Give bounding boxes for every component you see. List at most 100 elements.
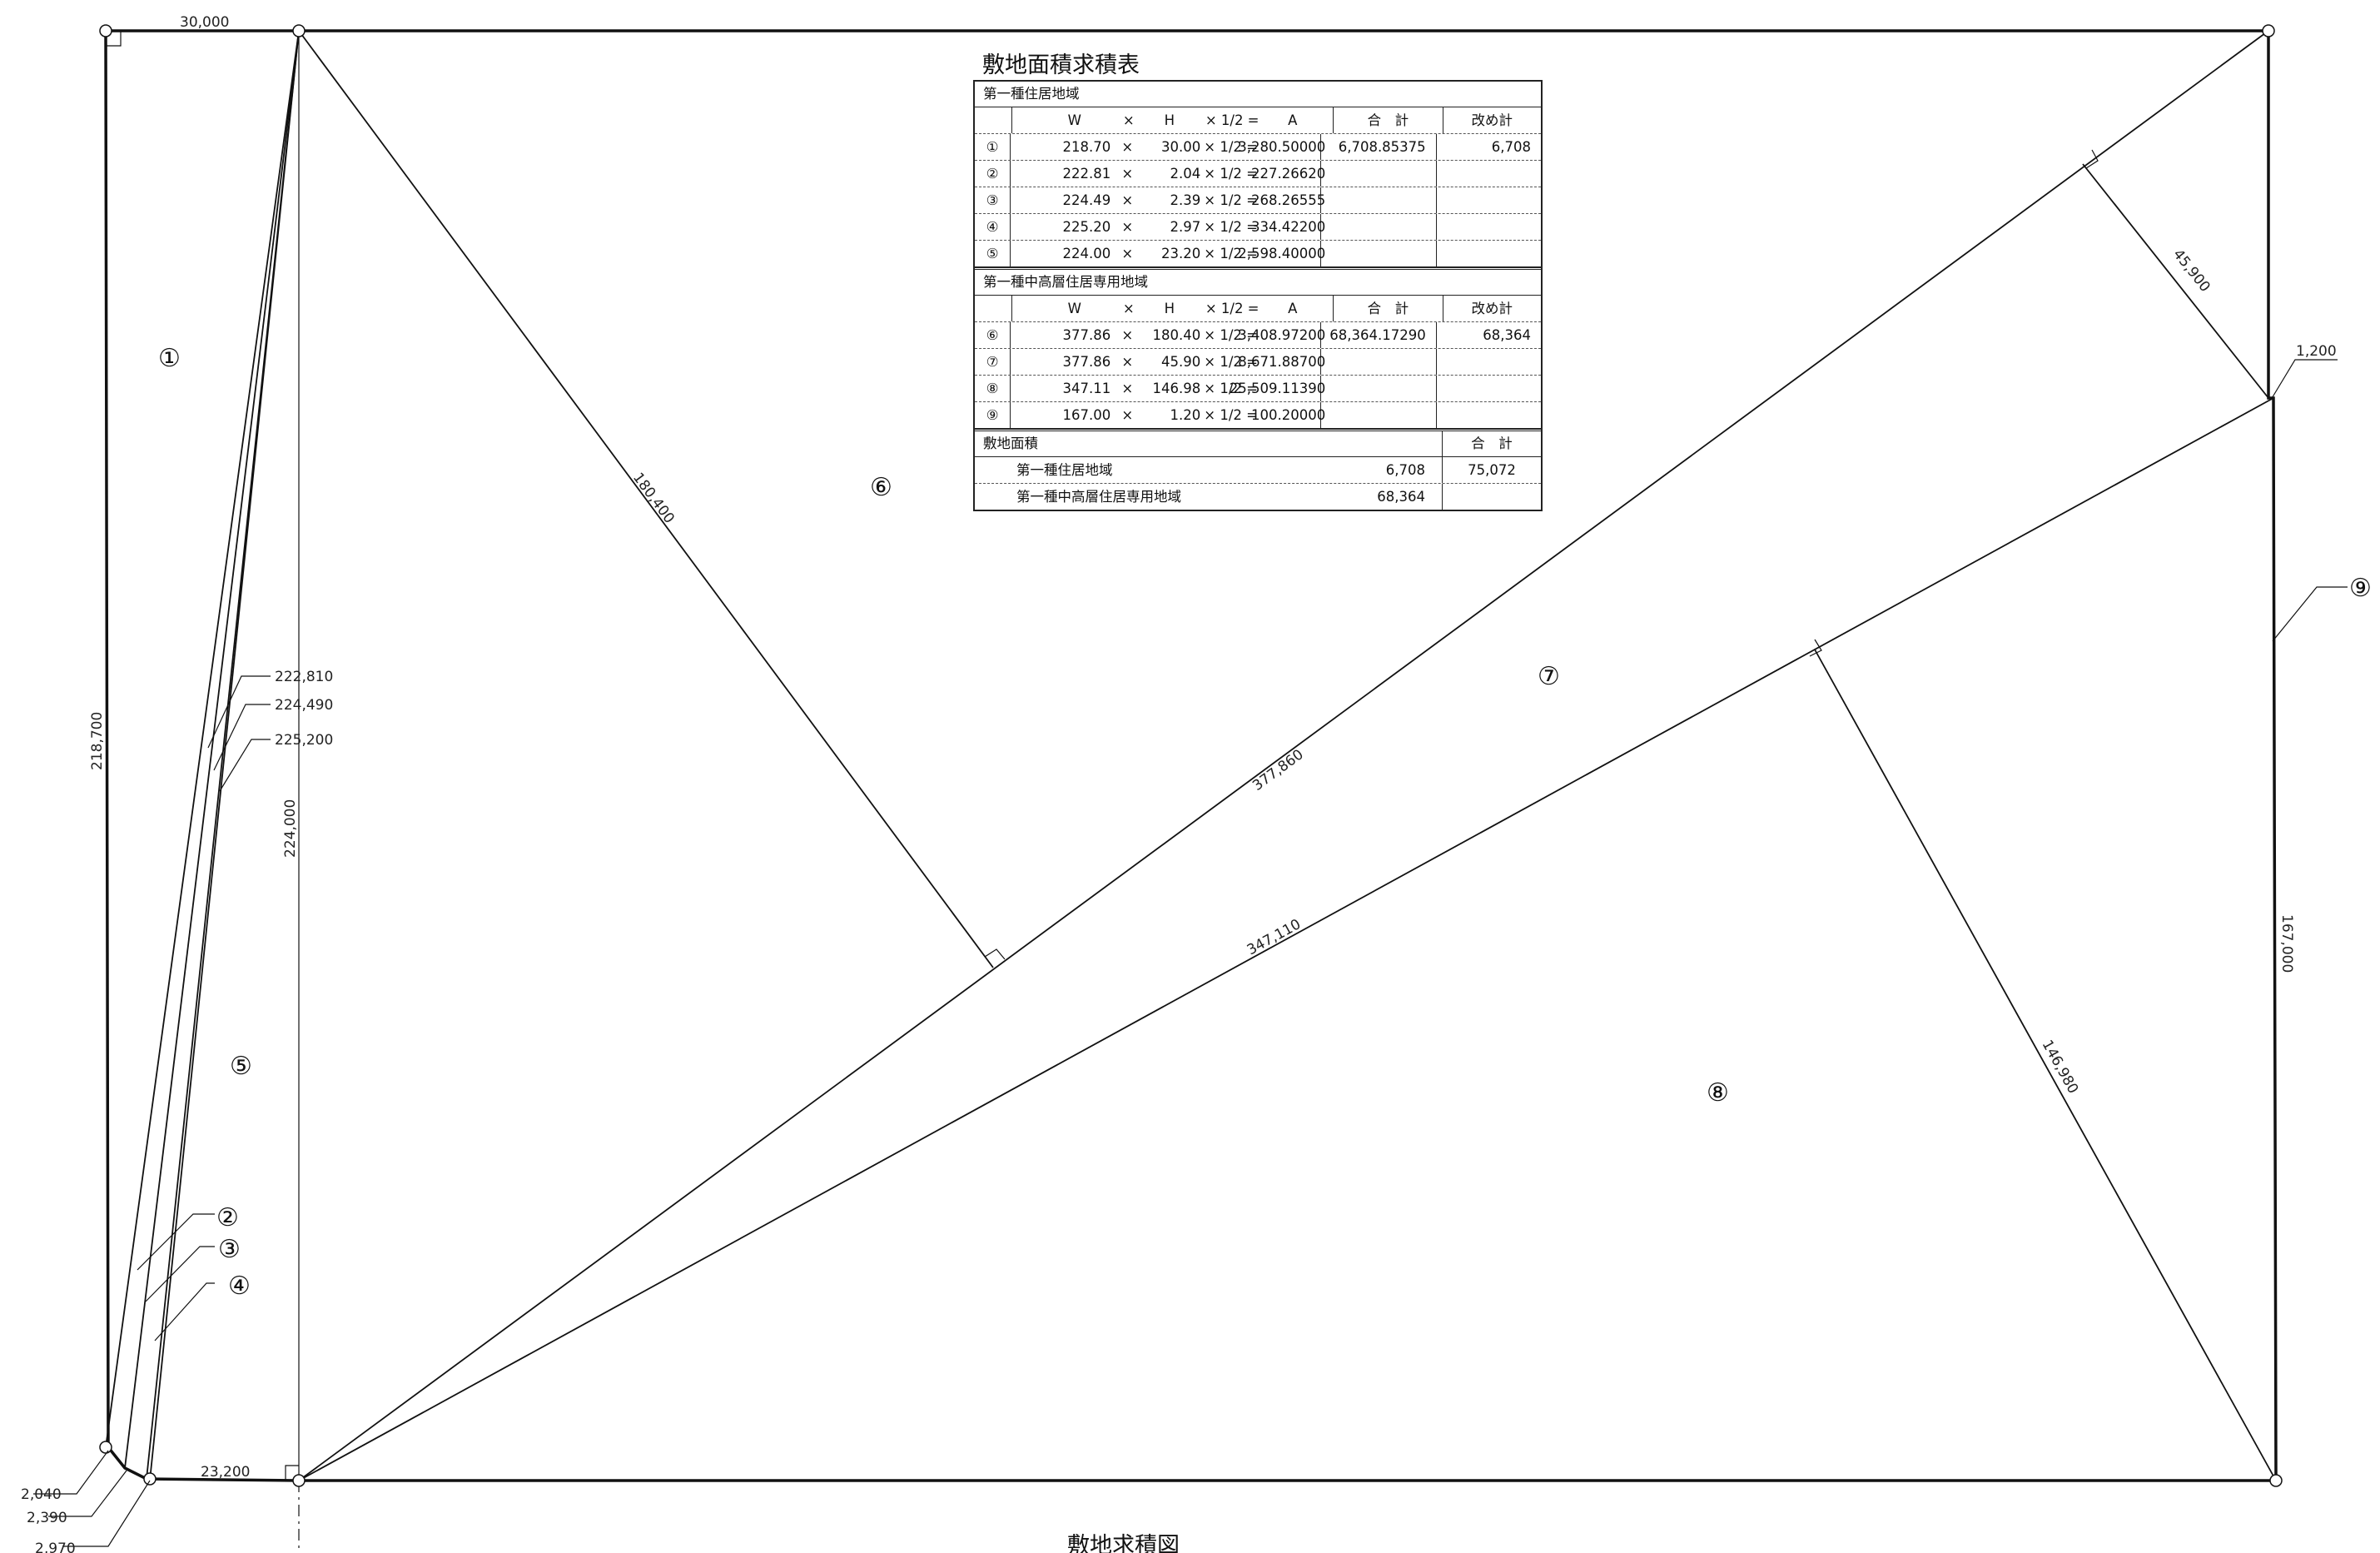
row-half: × 1/2 =: [1204, 381, 1258, 396]
empty-cell: [1321, 161, 1437, 187]
row-half: × 1/2 =: [1204, 354, 1258, 370]
zone2-name: 第一種中高層住居専用地域: [975, 267, 1541, 296]
row-number: ⑤: [975, 241, 1011, 266]
empty-cell: [1321, 402, 1437, 428]
row-area: 25,509.11390: [1229, 381, 1326, 396]
table-row: ③ 224.49 × 2.39 × 1/2 = 268.26555: [975, 187, 1541, 214]
vertex-marker: [99, 24, 112, 37]
empty-cell: [1437, 161, 1541, 187]
row-h: 2.39: [1170, 192, 1201, 208]
region-label-6: ⑥: [870, 473, 892, 502]
table-row: ⑨ 167.00 × 1.20 × 1/2 = 100.20000: [975, 402, 1541, 429]
row-times: ×: [1121, 166, 1134, 182]
header-a: A: [1288, 112, 1298, 128]
fan-line-b: [124, 30, 300, 1469]
site-header-row: 敷地面積 合 計: [975, 429, 1541, 457]
zone-revised: 68,364: [1483, 327, 1531, 343]
row-h: 45.90: [1161, 354, 1201, 370]
dim-diag-7: 377,860: [1250, 746, 1307, 794]
table-row: ④ 225.20 × 2.97 × 1/2 = 334.42200: [975, 214, 1541, 241]
region-label-7: ⑦: [1538, 662, 1560, 691]
dim-lead-224: 224,490: [275, 697, 333, 714]
header-revised: 改め計: [1471, 301, 1513, 316]
leader-line: [154, 1282, 215, 1341]
vertex-marker: [292, 1474, 306, 1487]
row-h: 1.20: [1170, 407, 1201, 423]
fan-line-d: [149, 30, 300, 1481]
site-row-zone1: 第一種住居地域 6,708 75,072: [975, 457, 1541, 484]
empty-cell: [1321, 241, 1437, 266]
row-w: 167.00: [1062, 407, 1111, 423]
row-half: × 1/2 =: [1204, 166, 1258, 182]
header-w: W: [1067, 112, 1081, 128]
region-label-2: ②: [216, 1203, 239, 1232]
vertex-marker: [2269, 1474, 2283, 1487]
row-times: ×: [1121, 354, 1134, 370]
header-h: H: [1164, 301, 1175, 316]
table-row: ⑧ 347.11 × 146.98 × 1/2 = 25,509.11390: [975, 376, 1541, 402]
diag-line-8: [298, 397, 2274, 1481]
dim-right-small: 1,200: [2296, 343, 2337, 360]
dim-lead-2970: 2,970: [35, 1541, 76, 1553]
header-a: A: [1288, 301, 1298, 316]
dim-lead-2390: 2,390: [27, 1510, 67, 1526]
vertex-marker: [2262, 24, 2275, 37]
row-number: ②: [975, 161, 1011, 187]
dim-diag-8: 347,110: [1245, 916, 1304, 958]
row-w: 377.86: [1062, 327, 1111, 343]
perp-line-7: [2082, 163, 2269, 399]
row-number: ③: [975, 187, 1011, 213]
header-x: ×: [1122, 112, 1135, 128]
area-calculation-table: 第一種住居地域 W × H × 1/2 = A 合 計 改め計 ① 218.70 ×…: [973, 80, 1543, 511]
header-w: W: [1067, 301, 1081, 316]
leader-line: [2272, 586, 2348, 642]
region-label-3: ③: [218, 1235, 241, 1264]
leader-line: [137, 1213, 215, 1271]
leader-line: [2270, 359, 2338, 401]
row-w: 222.81: [1062, 166, 1111, 182]
dim-diag-6: 180,400: [629, 470, 678, 526]
empty-cell: [1321, 349, 1437, 375]
row-times: ×: [1121, 407, 1134, 423]
dim-lead-222: 222,810: [275, 669, 333, 685]
header-total: 合 計: [1334, 107, 1443, 133]
row-w: 218.70: [1062, 139, 1111, 155]
row-area: 100.20000: [1251, 407, 1326, 423]
site-name: 敷地面積: [975, 431, 1443, 456]
table-header-row: W × H × 1/2 = A 合 計 改め計: [975, 107, 1541, 134]
leader-line: [145, 1246, 215, 1302]
zone1-name: 第一種住居地域: [975, 82, 1541, 107]
drawing-caption: 敷地求積図: [1067, 1533, 1180, 1553]
dim-left: 218,700: [89, 712, 106, 770]
row-w: 347.11: [1062, 381, 1111, 396]
table-row: ① 218.70 × 30.00 × 1/2 = 3,280.50000 6,708.853…: [975, 134, 1541, 161]
leader-line: [219, 739, 271, 792]
row-area: 3,408.97200: [1238, 327, 1326, 343]
row-area: 3,280.50000: [1238, 139, 1326, 155]
zone-total: 6,708.85375: [1321, 134, 1437, 160]
row-h: 2.97: [1170, 219, 1201, 235]
table-row: ⑥ 377.86 × 180.40 × 1/2 = 3,408.97200 68,364.1…: [975, 322, 1541, 349]
row-area: 334.42200: [1251, 219, 1326, 235]
row-w: 377.86: [1062, 354, 1111, 370]
row-w: 225.20: [1062, 219, 1111, 235]
leader-line: [33, 1450, 109, 1495]
zone-total: 68,364.17290: [1321, 322, 1437, 348]
row-w: 224.49: [1062, 192, 1111, 208]
right-angle-mark: [984, 948, 1006, 960]
empty-cell: [1437, 241, 1541, 266]
right-angle-mark: [1809, 639, 1822, 657]
row-number: ⑧: [975, 376, 1011, 401]
leader-line: [48, 1470, 127, 1517]
row-h: 180.40: [1152, 327, 1201, 343]
row-h: 146.98: [1152, 381, 1201, 396]
dim-bottom-left: 23,200: [201, 1464, 250, 1481]
dim-lead-2040: 2,040: [21, 1486, 62, 1503]
table-row: ② 222.81 × 2.04 × 1/2 = 227.26620: [975, 161, 1541, 187]
empty-cell: [1437, 376, 1541, 401]
empty-cell: [1321, 187, 1437, 213]
row-times: ×: [1121, 381, 1134, 396]
empty-cell: [1437, 402, 1541, 428]
perp-line-8: [1814, 649, 2277, 1481]
